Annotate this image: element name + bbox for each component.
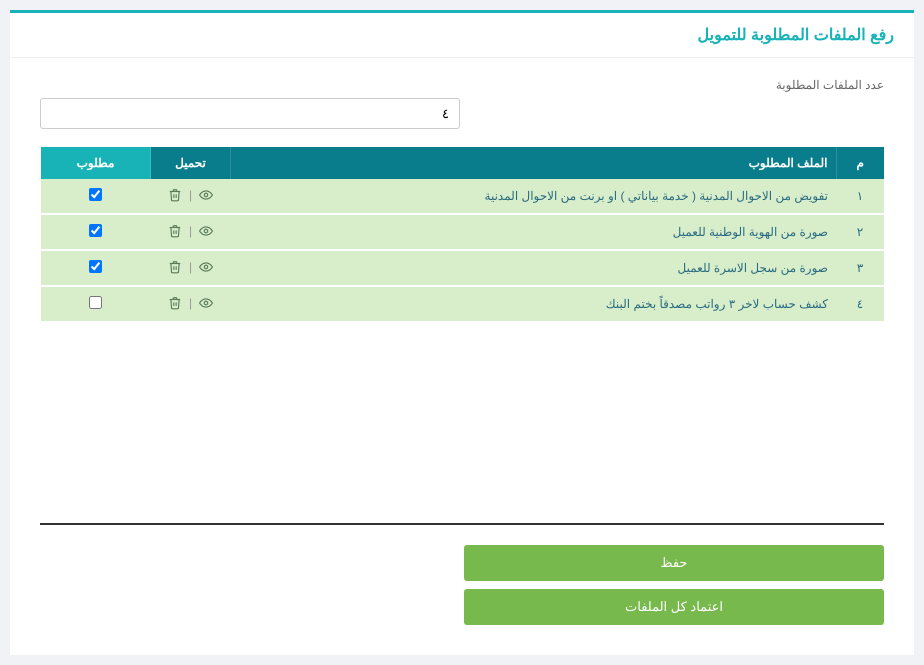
page-title: رفع الملفات المطلوبة للتمويل: [30, 25, 894, 45]
view-icon[interactable]: [198, 295, 214, 311]
delete-icon[interactable]: [167, 187, 183, 203]
cell-filename: صورة من سجل الاسرة للعميل: [231, 250, 837, 286]
delete-icon[interactable]: [167, 295, 183, 311]
cell-required: [41, 214, 151, 250]
action-divider: |: [189, 260, 192, 274]
th-required: مطلوب: [41, 147, 151, 179]
cell-actions: |: [151, 250, 231, 286]
count-row: عدد الملفات المطلوبة: [40, 78, 884, 129]
approve-all-button[interactable]: اعتماد كل الملفات: [464, 589, 884, 625]
button-bar: حفظ اعتماد كل الملفات: [40, 545, 884, 635]
th-file: الملف المطلوب: [231, 147, 837, 179]
cell-filename: كشف حساب لاخر ٣ رواتب مصدقاً بختم البنك: [231, 286, 837, 322]
required-checkbox[interactable]: [89, 224, 102, 237]
files-table-wrap: م الملف المطلوب تحميل مطلوب ١تفويض من ال…: [40, 147, 884, 323]
table-row: ١تفويض من الاحوال المدنية ( خدمة بياناتي…: [41, 179, 885, 214]
view-icon[interactable]: [198, 223, 214, 239]
cell-filename: صورة من الهوية الوطنية للعميل: [231, 214, 837, 250]
view-icon[interactable]: [198, 259, 214, 275]
required-checkbox[interactable]: [89, 188, 102, 201]
action-divider: |: [189, 296, 192, 310]
cell-required: [41, 179, 151, 214]
save-button[interactable]: حفظ: [464, 545, 884, 581]
required-checkbox[interactable]: [89, 260, 102, 273]
delete-icon[interactable]: [167, 223, 183, 239]
th-download: تحميل: [151, 147, 231, 179]
th-index: م: [836, 147, 884, 179]
count-label: عدد الملفات المطلوبة: [40, 78, 884, 92]
action-divider: |: [189, 224, 192, 238]
cell-required: [41, 250, 151, 286]
card-header: رفع الملفات المطلوبة للتمويل: [10, 13, 914, 58]
cell-index: ٢: [836, 214, 884, 250]
count-input[interactable]: [40, 98, 460, 129]
files-tbody: ١تفويض من الاحوال المدنية ( خدمة بياناتي…: [41, 179, 885, 322]
cell-filename: تفويض من الاحوال المدنية ( خدمة بياناتي …: [231, 179, 837, 214]
section-divider: [40, 523, 884, 525]
cell-required: [41, 286, 151, 322]
upload-files-card: رفع الملفات المطلوبة للتمويل عدد الملفات…: [10, 10, 914, 655]
cell-actions: |: [151, 179, 231, 214]
cell-index: ١: [836, 179, 884, 214]
required-checkbox[interactable]: [89, 296, 102, 309]
files-table: م الملف المطلوب تحميل مطلوب ١تفويض من ال…: [40, 147, 884, 323]
table-row: ٣صورة من سجل الاسرة للعميل |: [41, 250, 885, 286]
card-body: عدد الملفات المطلوبة م الملف المطلوب تحم…: [10, 58, 914, 655]
cell-actions: |: [151, 286, 231, 322]
table-row: ٤كشف حساب لاخر ٣ رواتب مصدقاً بختم البنك…: [41, 286, 885, 322]
delete-icon[interactable]: [167, 259, 183, 275]
cell-index: ٣: [836, 250, 884, 286]
view-icon[interactable]: [198, 187, 214, 203]
cell-actions: |: [151, 214, 231, 250]
cell-index: ٤: [836, 286, 884, 322]
table-row: ٢صورة من الهوية الوطنية للعميل |: [41, 214, 885, 250]
action-divider: |: [189, 188, 192, 202]
